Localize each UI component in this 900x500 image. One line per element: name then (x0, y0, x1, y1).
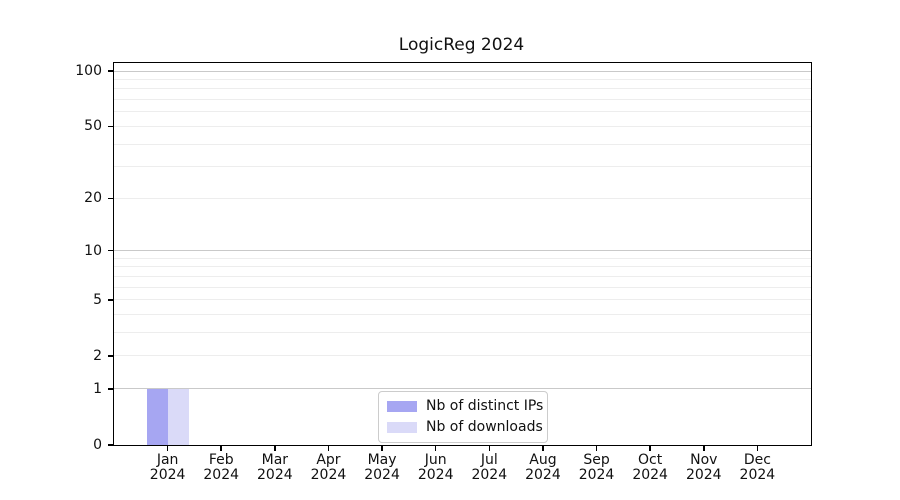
x-tick-label: Mar 2024 (257, 452, 293, 483)
minor-gridline (114, 355, 811, 357)
minor-gridline (114, 286, 811, 288)
plot-area: 100 50 20 10 5 2 1 0 Jan 2024 Feb 2024 Mar 2024 Apr 202… (75, 62, 812, 483)
x-tick-mark (166, 446, 169, 451)
y-tick-label: 5 (93, 291, 102, 308)
y-tick-mark (108, 197, 113, 200)
x-tick-mark (274, 446, 276, 451)
y-tick-mark (108, 355, 113, 357)
x-tick-mark (595, 446, 598, 451)
y-tick-label: 20 (84, 190, 102, 207)
y-tick-label: 100 (75, 63, 102, 79)
minor-gridline (114, 275, 811, 277)
legend-label-downloads: Nb of downloads (426, 419, 543, 435)
legend-item-distinct-ips: Nb of distinct IPs (387, 398, 543, 415)
y-tick-mark (108, 299, 113, 301)
major-gridline (114, 388, 811, 390)
major-gridline (114, 70, 811, 72)
legend-swatch-downloads (387, 422, 417, 433)
x-tick-mark (488, 446, 491, 451)
x-tick-label: May 2024 (364, 452, 400, 483)
y-tick-mark (108, 444, 113, 446)
x-tick-label: Oct 2024 (632, 452, 668, 483)
legend-label-distinct-ips: Nb of distinct IPs (426, 398, 544, 414)
x-tick-mark (703, 446, 705, 451)
minor-gridline (114, 166, 811, 168)
x-tick-label: Aug 2024 (525, 452, 561, 483)
minor-gridline (114, 266, 811, 268)
legend-item-downloads: Nb of downloads (387, 419, 543, 436)
minor-gridline (114, 88, 811, 90)
y-tick-label: 0 (93, 437, 102, 453)
x-tick-label: Sep 2024 (578, 452, 615, 483)
x-tick-mark (220, 446, 222, 451)
x-tick-mark (542, 446, 544, 451)
minor-gridline (114, 314, 811, 316)
minor-gridline (114, 125, 811, 127)
minor-gridline (114, 197, 811, 199)
legend: Nb of distinct IPs Nb of downloads (378, 391, 548, 443)
y-tick-label: 50 (84, 118, 102, 135)
x-tick-mark (756, 446, 759, 451)
x-tick-label: Jul 2024 (471, 452, 508, 483)
minor-gridline (114, 332, 811, 334)
bar-distinct-ips (146, 388, 168, 445)
bar-downloads (167, 388, 189, 445)
y-tick-mark (108, 249, 113, 252)
x-tick-mark (381, 446, 383, 451)
y-tick-mark (108, 125, 113, 128)
minor-gridline (114, 111, 811, 113)
y-tick-label: 1 (93, 380, 102, 397)
x-tick-label: Jan 2024 (149, 452, 186, 483)
y-tick-label: 2 (93, 347, 102, 364)
x-tick-label: Jun 2024 (417, 452, 454, 483)
minor-gridline (114, 78, 811, 80)
x-tick-mark (434, 446, 437, 451)
x-tick-label: Nov 2024 (685, 452, 722, 483)
minor-gridline (114, 99, 811, 101)
y-tick-label: 10 (84, 242, 102, 259)
x-tick-label: Feb 2024 (203, 452, 240, 483)
minor-gridline (114, 143, 811, 145)
x-tick-mark (327, 446, 330, 451)
minor-gridline (114, 257, 811, 259)
minor-gridline (114, 299, 811, 301)
legend-swatch-distinct-ips (387, 401, 417, 412)
y-tick-mark (108, 388, 113, 390)
x-tick-label: Dec 2024 (739, 452, 776, 483)
major-gridline (114, 250, 811, 252)
x-tick-label: Apr 2024 (310, 452, 347, 483)
chart-title: LogicReg 2024 (398, 35, 525, 55)
y-tick-mark (108, 70, 113, 72)
x-tick-mark (649, 446, 651, 451)
